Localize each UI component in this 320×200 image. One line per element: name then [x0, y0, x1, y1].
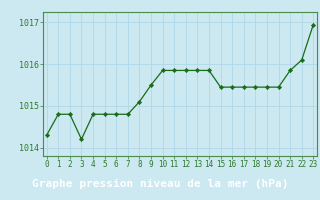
Text: Graphe pression niveau de la mer (hPa): Graphe pression niveau de la mer (hPa) [32, 179, 288, 189]
